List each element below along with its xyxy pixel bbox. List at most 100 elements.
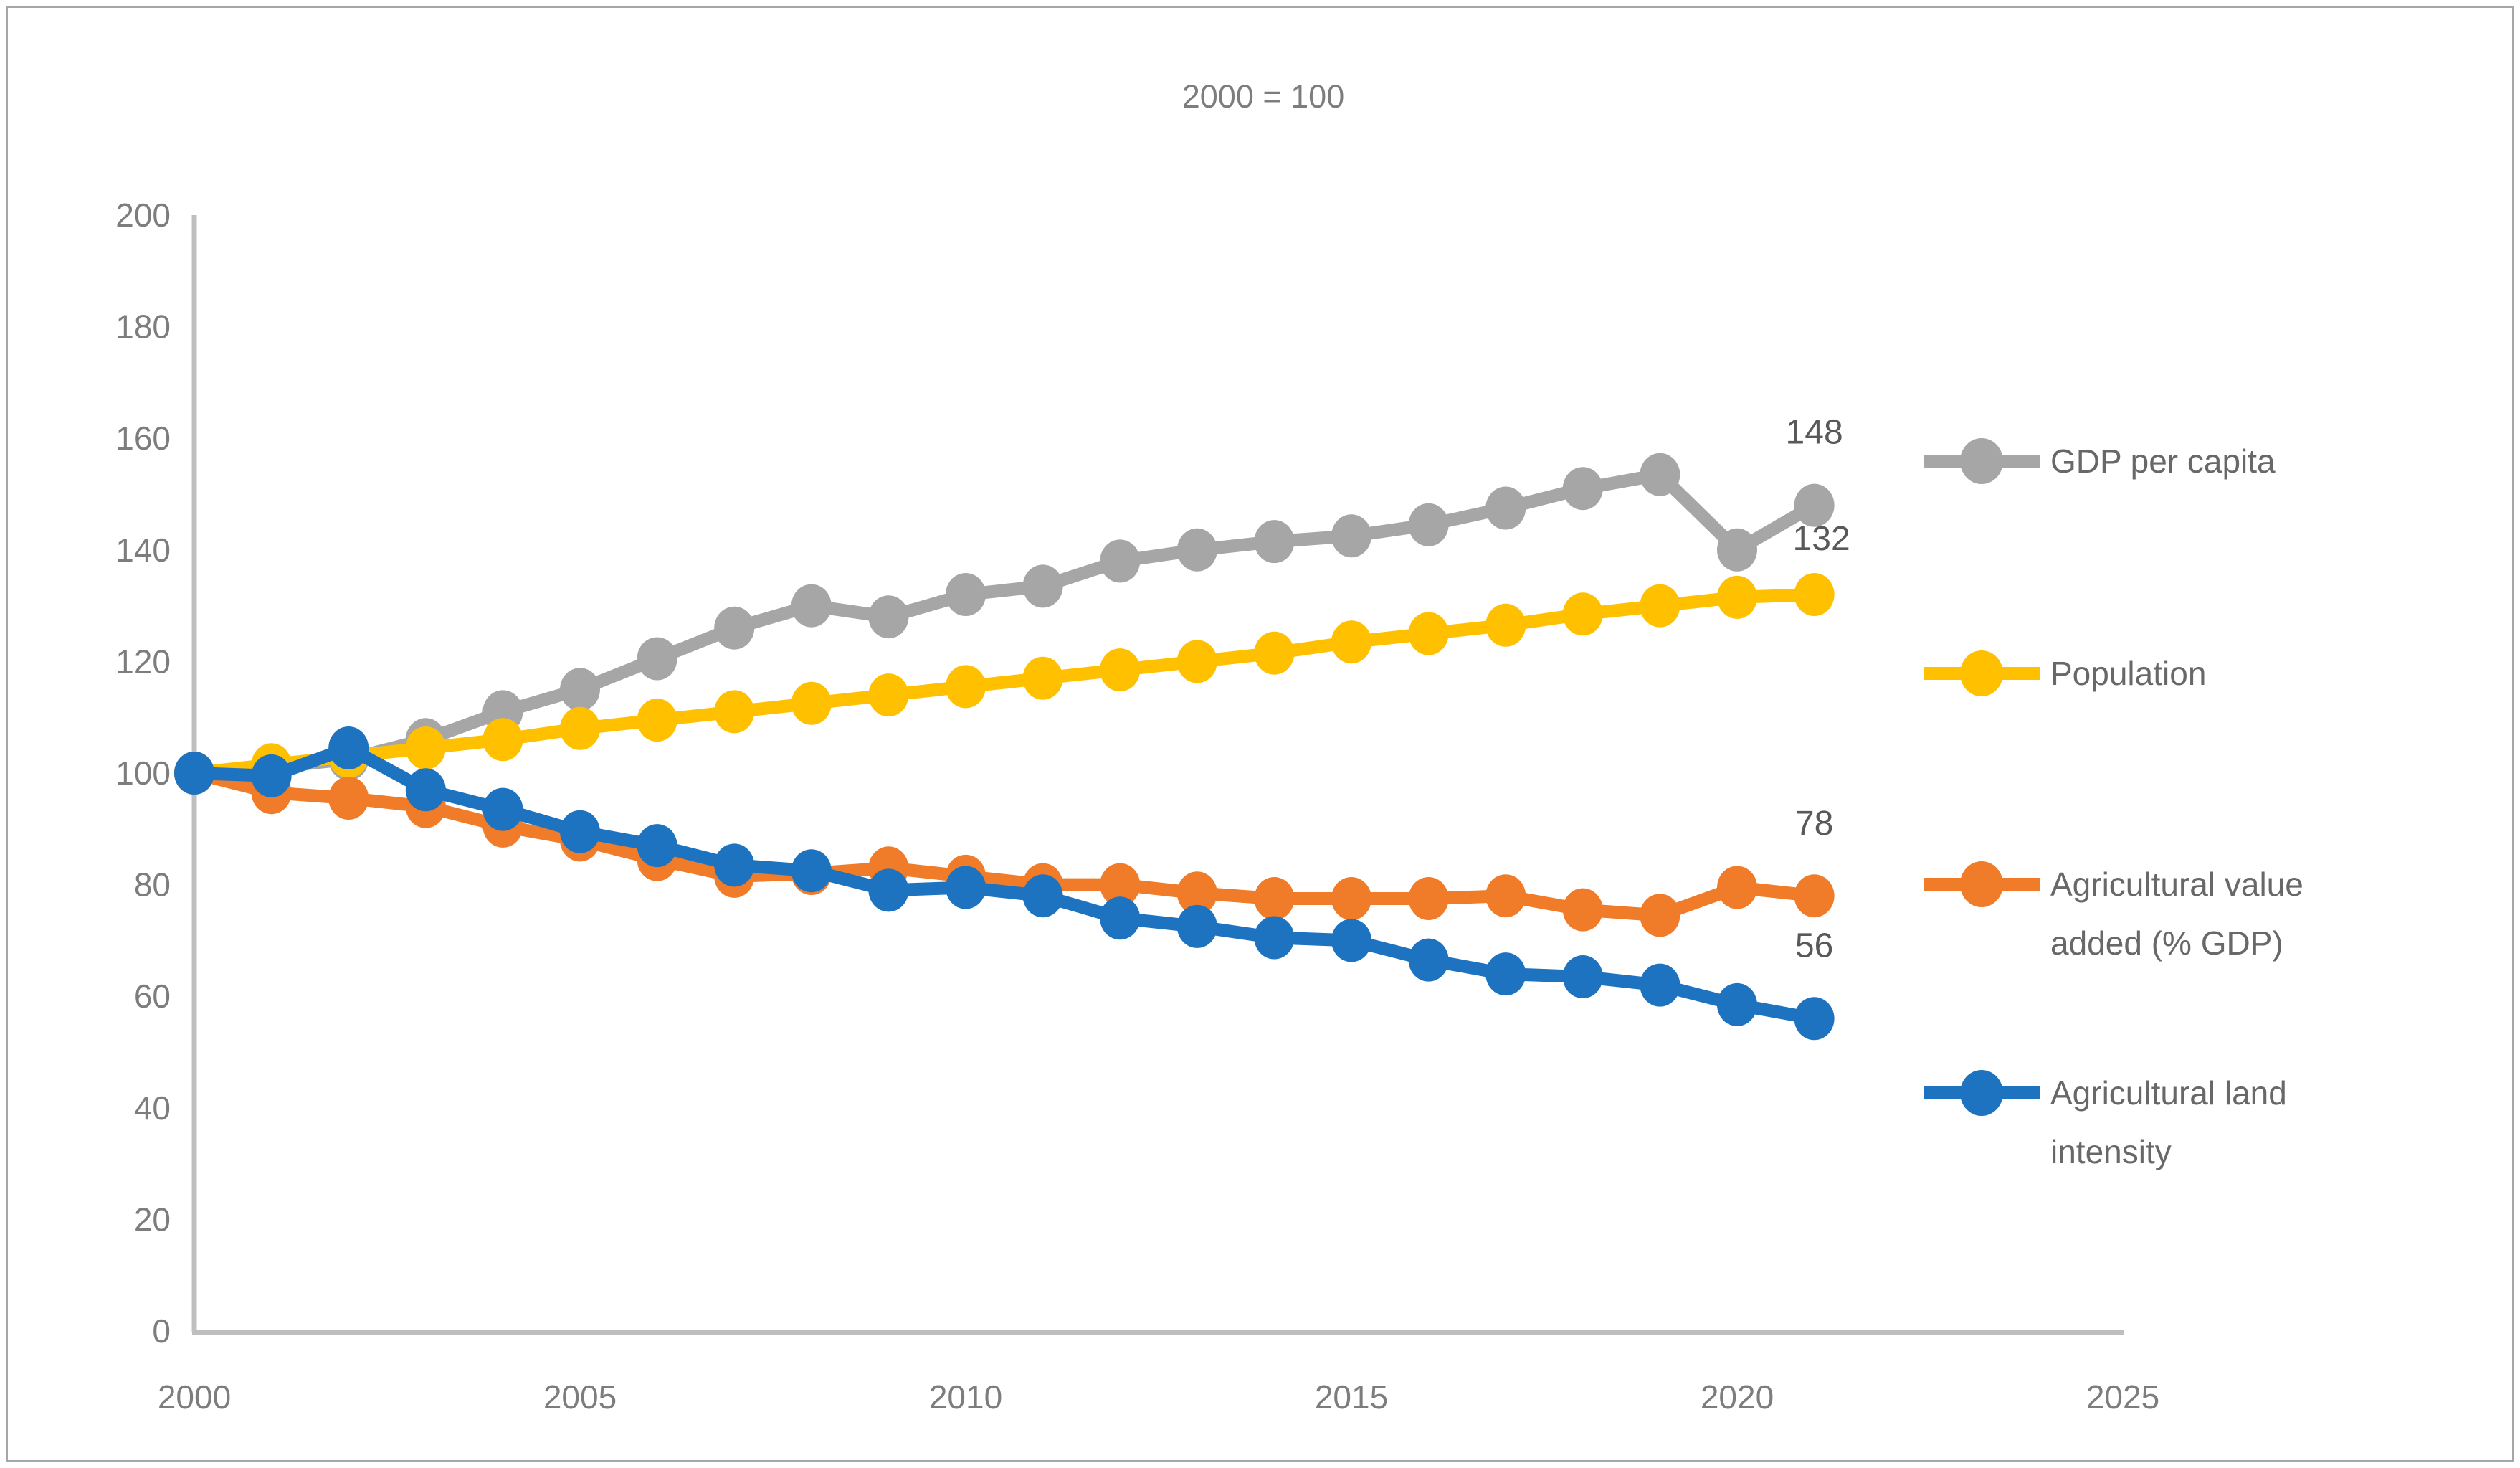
data-point-marker bbox=[251, 754, 292, 797]
data-point-marker bbox=[1717, 982, 1757, 1026]
data-point-marker bbox=[1176, 871, 1217, 915]
series-end-value-label: 148 bbox=[1786, 414, 1843, 452]
y-tick-label: 140 bbox=[115, 531, 171, 569]
data-point-marker bbox=[1331, 620, 1371, 664]
x-tick-label: 2005 bbox=[543, 1378, 617, 1416]
y-tick-label: 0 bbox=[152, 1312, 171, 1350]
data-point-marker bbox=[1022, 874, 1063, 918]
data-point-marker bbox=[1176, 640, 1217, 683]
series-end-value-label: 56 bbox=[1795, 927, 1833, 965]
data-point-marker bbox=[1794, 874, 1835, 918]
y-tick-label: 200 bbox=[115, 196, 171, 234]
series-line-gdp-per-capita bbox=[188, 468, 1821, 780]
data-point-marker bbox=[1640, 584, 1680, 628]
legend-swatch-marker bbox=[1960, 650, 2003, 696]
data-point-marker bbox=[1640, 453, 1680, 496]
series-line-population bbox=[188, 588, 1821, 780]
series-population bbox=[174, 573, 1835, 795]
data-point-marker bbox=[791, 584, 832, 628]
legend-swatch-marker bbox=[1960, 1070, 2003, 1116]
y-tick-label: 100 bbox=[115, 754, 171, 792]
data-point-marker bbox=[1331, 919, 1371, 962]
data-point-marker bbox=[791, 849, 832, 893]
data-point-marker bbox=[1254, 916, 1295, 960]
legend-item-agricultural-value-added-gdp: Agricultural value added (% GDP) bbox=[1924, 861, 2303, 962]
data-point-marker bbox=[1100, 896, 1141, 940]
legend-item-population: Population bbox=[1924, 650, 2206, 696]
legend-swatch-marker bbox=[1960, 438, 2003, 484]
legend-label: Agricultural value bbox=[2050, 866, 2303, 903]
data-point-marker bbox=[637, 637, 677, 681]
y-tick-label: 120 bbox=[115, 643, 171, 680]
y-tick-label: 20 bbox=[134, 1201, 171, 1238]
data-point-marker bbox=[482, 718, 523, 762]
data-point-marker bbox=[1794, 997, 1835, 1041]
series-end-value-label: 78 bbox=[1795, 805, 1833, 843]
y-tick-label: 40 bbox=[134, 1089, 171, 1127]
series-line-agricultural-land-intensity bbox=[188, 742, 1821, 1026]
x-tick-label: 2025 bbox=[2086, 1378, 2159, 1416]
y-tick-label: 60 bbox=[134, 977, 171, 1015]
data-point-marker bbox=[560, 706, 600, 750]
data-point-marker bbox=[1485, 874, 1526, 918]
data-point-marker bbox=[1794, 573, 1835, 616]
x-axis-tick-labels: 2000 2005 2010 2015 2020 2025 bbox=[158, 1378, 2159, 1416]
data-point-marker bbox=[560, 810, 600, 853]
legend-swatch-marker bbox=[1960, 861, 2003, 907]
data-point-marker bbox=[1022, 564, 1063, 608]
data-point-marker bbox=[1640, 963, 1680, 1007]
data-point-marker bbox=[174, 752, 214, 795]
data-point-marker bbox=[1331, 877, 1371, 920]
data-point-marker bbox=[1485, 486, 1526, 530]
series-agricultural-land-intensity bbox=[174, 726, 1835, 1041]
data-point-marker bbox=[946, 573, 986, 616]
data-point-marker bbox=[1331, 514, 1371, 558]
y-tick-label: 80 bbox=[134, 866, 171, 904]
data-point-marker bbox=[1562, 592, 1603, 636]
axes bbox=[191, 215, 2124, 1335]
data-point-marker bbox=[714, 606, 755, 650]
x-tick-label: 2010 bbox=[929, 1378, 1002, 1416]
y-axis-tick-labels: 0 20 40 60 80 100 120 140 160 180 200 bbox=[115, 196, 171, 1350]
data-point-marker bbox=[791, 681, 832, 725]
data-point-marker bbox=[1794, 483, 1835, 527]
data-point-marker bbox=[1254, 520, 1295, 564]
data-point-marker bbox=[1408, 938, 1449, 982]
data-point-marker bbox=[1717, 528, 1757, 572]
data-point-marker bbox=[714, 843, 755, 887]
data-point-marker bbox=[1562, 955, 1603, 998]
data-point-marker bbox=[482, 787, 523, 831]
legend-label: Population bbox=[2050, 655, 2206, 692]
x-tick-label: 2020 bbox=[1701, 1378, 1774, 1416]
legend-item-agricultural-land-intensity: Agricultural land intensity bbox=[1924, 1070, 2287, 1170]
data-point-marker bbox=[714, 690, 755, 734]
legend: GDP per capita Population Agricultural val… bbox=[1924, 438, 2303, 1170]
data-point-marker bbox=[1254, 877, 1295, 920]
data-point-marker bbox=[1562, 888, 1603, 932]
data-point-marker bbox=[1562, 467, 1603, 511]
legend-label: GDP per capita bbox=[2050, 442, 2276, 480]
data-point-marker bbox=[1022, 656, 1063, 700]
data-point-marker bbox=[405, 726, 446, 769]
data-point-marker bbox=[1408, 612, 1449, 655]
data-point-marker bbox=[868, 868, 909, 912]
data-point-marker bbox=[328, 726, 369, 769]
chart-frame-border bbox=[6, 6, 2514, 1462]
y-tick-label: 180 bbox=[115, 308, 171, 346]
data-point-marker bbox=[405, 768, 446, 812]
data-point-marker bbox=[1100, 863, 1141, 906]
data-point-marker bbox=[1717, 866, 1757, 909]
chart-title: 2000 = 100 bbox=[1182, 78, 1344, 115]
data-point-marker bbox=[637, 699, 677, 742]
y-tick-label: 160 bbox=[115, 420, 171, 457]
data-point-marker bbox=[1717, 575, 1757, 619]
series-lines bbox=[174, 453, 1835, 1041]
data-point-marker bbox=[1640, 894, 1680, 937]
data-point-marker bbox=[637, 824, 677, 868]
x-tick-label: 2015 bbox=[1315, 1378, 1388, 1416]
data-point-marker bbox=[1176, 904, 1217, 948]
legend-label: added (% GDP) bbox=[2050, 924, 2283, 962]
data-point-marker bbox=[868, 595, 909, 639]
